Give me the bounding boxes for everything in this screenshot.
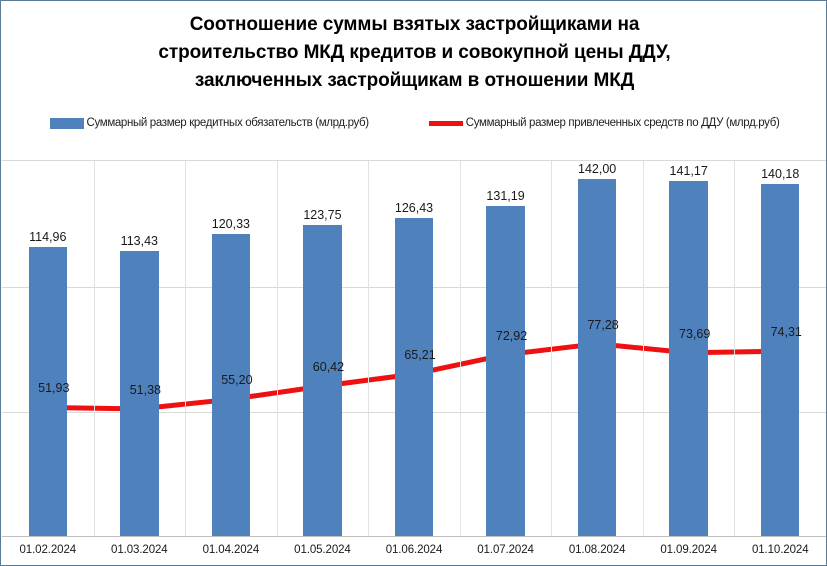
line-value-label: 51,93 bbox=[38, 381, 70, 396]
gridline-vertical bbox=[185, 161, 186, 536]
bar-value-label: 126,43 bbox=[394, 201, 434, 216]
gridline-vertical bbox=[277, 161, 278, 536]
plot-area: 114,96 113,43 120,33 123,75 126,43 131,19 142,… bbox=[2, 160, 826, 537]
bar[interactable] bbox=[28, 247, 67, 536]
line-value-label: 74,31 bbox=[770, 325, 802, 340]
legend-line-swatch-icon bbox=[428, 120, 463, 126]
gridline-vertical bbox=[734, 161, 735, 536]
legend-bar-swatch-icon bbox=[49, 117, 84, 129]
gridline-vertical bbox=[643, 161, 644, 536]
bar-value-label: 120,33 bbox=[211, 216, 250, 231]
bar-value-label: 123,75 bbox=[303, 207, 342, 222]
x-axis-tick-label: 01.07.2024 bbox=[477, 544, 534, 556]
bar-value-label: 114,96 bbox=[29, 230, 67, 245]
bar[interactable] bbox=[394, 218, 434, 536]
line-value-label: 55,20 bbox=[221, 373, 253, 388]
bar-value-label: 131,19 bbox=[486, 189, 525, 204]
gridline-vertical bbox=[551, 161, 552, 536]
legend-label-ddu-funds: Суммарный размер привлеченных средств по… bbox=[465, 117, 780, 129]
line-value-label: 65,21 bbox=[404, 348, 436, 363]
chart-title-line-2: строительство МКД кредитов и совокупной … bbox=[158, 42, 671, 63]
line-value-label: 51,38 bbox=[129, 382, 161, 397]
legend-item-credit-obligations[interactable]: Суммарный размер кредитных обязательств … bbox=[49, 117, 370, 129]
line-value-label: 60,42 bbox=[312, 360, 345, 375]
gridline-vertical bbox=[460, 161, 461, 536]
x-axis-tick-label: 01.10.2024 bbox=[751, 544, 809, 556]
bar[interactable] bbox=[669, 181, 708, 536]
bar[interactable] bbox=[760, 183, 800, 536]
gridline-vertical bbox=[94, 161, 95, 536]
x-axis: 01.02.2024 01.03.2024 01.04.2024 01.05.2024… bbox=[2, 538, 826, 565]
chart-title: Соотношение суммы взятых застройщиками н… bbox=[61, 11, 768, 95]
line-value-label: 77,28 bbox=[587, 317, 619, 332]
line-value-label: 72,92 bbox=[495, 328, 528, 343]
bar[interactable] bbox=[120, 250, 159, 536]
chart-legend: Суммарный размер кредитных обязательств … bbox=[1, 111, 826, 135]
x-axis-tick-label: 01.02.2024 bbox=[19, 544, 77, 556]
chart-title-line-1: Соотношение суммы взятых застройщиками н… bbox=[189, 14, 640, 35]
bar-value-label: 140,18 bbox=[761, 166, 800, 181]
x-axis-tick-label: 01.04.2024 bbox=[202, 544, 260, 556]
bar[interactable] bbox=[211, 233, 251, 536]
legend-label-credit-obligations: Суммарный размер кредитных обязательств … bbox=[86, 117, 370, 129]
bar[interactable] bbox=[577, 179, 617, 536]
x-axis-tick-label: 01.09.2024 bbox=[660, 544, 717, 556]
x-axis-tick-label: 01.08.2024 bbox=[568, 544, 626, 556]
bar[interactable] bbox=[486, 206, 525, 536]
x-axis-tick-label: 01.05.2024 bbox=[294, 544, 351, 556]
x-axis-tick-label: 01.06.2024 bbox=[385, 544, 443, 556]
bar[interactable] bbox=[303, 224, 342, 536]
bar-value-label: 113,43 bbox=[120, 233, 158, 248]
x-axis-tick-label: 01.03.2024 bbox=[111, 544, 168, 556]
gridline-vertical bbox=[368, 161, 369, 536]
legend-item-ddu-funds[interactable]: Суммарный размер привлеченных средств по… bbox=[428, 117, 780, 129]
chart-title-line-3: заключенных застройщикам в отношении МКД bbox=[194, 70, 635, 91]
bar-value-label: 141,17 bbox=[669, 164, 708, 179]
bar-value-label: 142,00 bbox=[577, 162, 617, 177]
line-value-label: 73,69 bbox=[679, 326, 711, 341]
